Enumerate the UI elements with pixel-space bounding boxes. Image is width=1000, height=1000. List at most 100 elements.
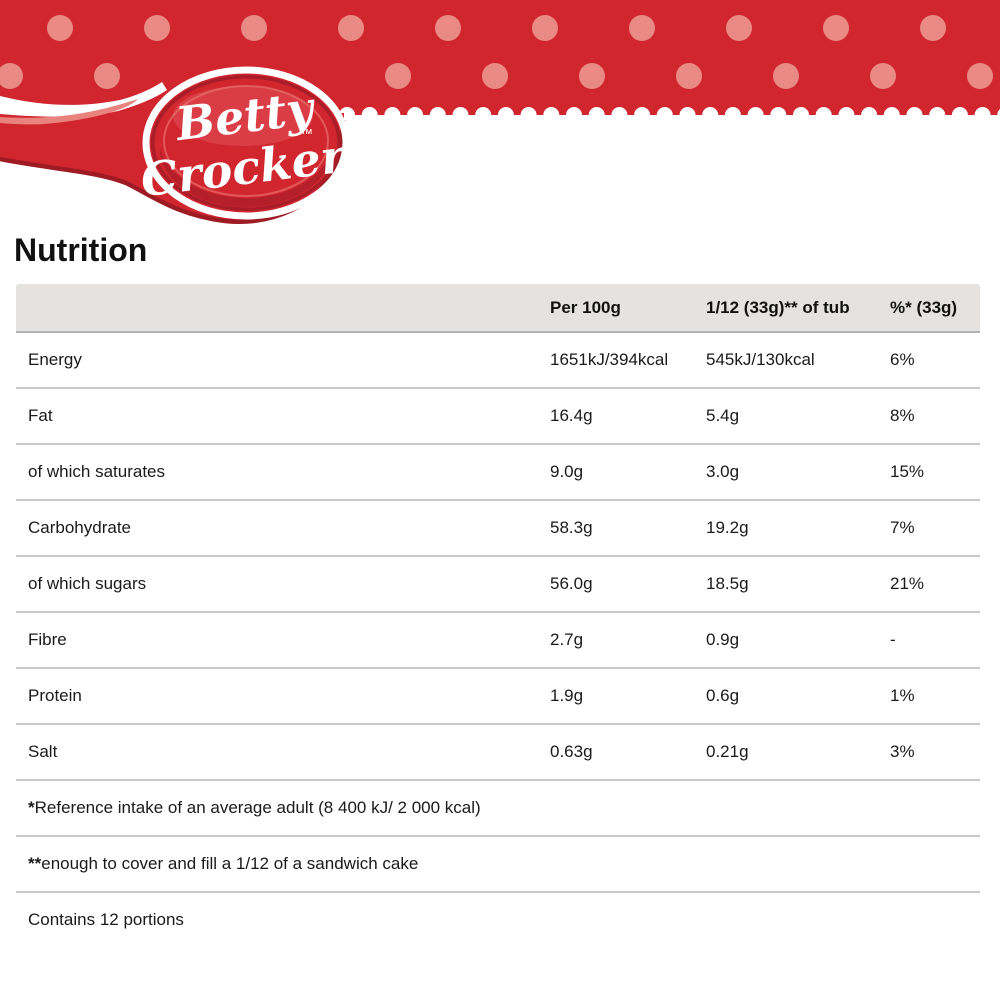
cell-reference-intake: - <box>890 630 896 649</box>
scallop-bump <box>407 107 424 123</box>
footnote-row: Contains 12 portions <box>16 893 980 947</box>
row-label: Energy <box>28 350 82 369</box>
scallop-bump <box>861 107 878 123</box>
bowl-inner-ring <box>163 85 329 197</box>
cell-per-portion: 5.4g <box>706 406 740 425</box>
footnote-row: * Reference intake of an average adult (8… <box>16 781 980 837</box>
polka-dot <box>47 15 73 41</box>
cell-per-100g: 2.7g <box>550 630 584 649</box>
bowl-outline-white <box>142 66 350 220</box>
row-label: Protein <box>28 686 82 705</box>
column-header-reference-intake: %* (33g) <box>890 297 958 317</box>
scallop-bump <box>384 107 401 123</box>
polka-dot <box>0 63 23 89</box>
scallop-bump <box>361 107 378 123</box>
polka-dot <box>920 15 946 41</box>
table-header-row: Per 100g 1/12 (33g)** of tub %* (33g) <box>16 284 980 333</box>
footnote-marker: ** <box>28 854 42 873</box>
footnote-row: ** enough to cover and fill a 1/12 of a s… <box>16 837 980 893</box>
polka-dot <box>338 15 364 41</box>
scalloped-edge <box>339 107 1000 123</box>
scallop-bump <box>679 107 696 123</box>
cell-per-portion: 18.5g <box>706 574 749 593</box>
cell-per-portion: 0.6g <box>706 686 740 705</box>
cell-per-100g: 56.0g <box>550 574 593 593</box>
column-header-per-portion: 1/12 (33g)** of tub <box>706 297 850 317</box>
polka-dot <box>241 15 267 41</box>
scallop-bump <box>429 107 446 123</box>
cell-per-100g: 9.0g <box>550 462 584 481</box>
column-header-per-100g: Per 100g <box>550 297 621 317</box>
betty-crocker-spoon-logo: Betty Crocker ™ <box>0 66 351 224</box>
footnote-text: Contains 12 portions <box>28 910 184 929</box>
cell-reference-intake: 7% <box>890 518 915 537</box>
scallop-bump <box>929 107 946 123</box>
handle-swoosh-white <box>0 82 167 117</box>
cell-per-100g: 0.63g <box>550 742 593 761</box>
footnote-text: Reference intake of an average adult (8 … <box>34 798 481 817</box>
table-row: Salt 0.63g 0.21g 3% <box>16 725 980 781</box>
cell-reference-intake: 15% <box>890 462 925 481</box>
brand-banner: Betty Crocker ™ <box>0 0 1000 224</box>
table-row: Fibre 2.7g 0.9g - <box>16 613 980 669</box>
polka-dot <box>94 63 120 89</box>
cell-per-portion: 19.2g <box>706 518 749 537</box>
cell-per-100g: 58.3g <box>550 518 593 537</box>
handle-swoosh-pink <box>0 99 138 125</box>
footnote-marker: * <box>28 798 35 817</box>
scallop-bump <box>951 107 968 123</box>
polka-dot <box>823 15 849 41</box>
scallop-bump <box>906 107 923 123</box>
table-row: Protein 1.9g 0.6g 1% <box>16 669 980 725</box>
table-row: Energy 1651kJ/394kcal 545kJ/130kcal 6% <box>16 333 980 389</box>
scallop-bump <box>452 107 469 123</box>
table-row: Carbohydrate 58.3g 19.2g 7% <box>16 501 980 557</box>
cell-reference-intake: 8% <box>890 406 915 425</box>
table-footnotes: * Reference intake of an average adult (8… <box>16 781 980 947</box>
table-row: Fat 16.4g 5.4g 8% <box>16 389 980 445</box>
polka-dot <box>482 63 508 89</box>
cell-reference-intake: 3% <box>890 742 915 761</box>
cell-per-100g: 1.9g <box>550 686 584 705</box>
bowl-top-highlight <box>173 86 313 146</box>
scallop-bump <box>793 107 809 123</box>
scallop-bump <box>974 107 991 123</box>
polka-dot <box>579 63 605 89</box>
scallop-bump <box>520 107 537 123</box>
row-label: Fibre <box>28 630 67 649</box>
cell-per-portion: 545kJ/130kcal <box>706 350 815 369</box>
page-title: Nutrition <box>14 232 148 268</box>
polka-dot <box>773 63 799 89</box>
polka-dot <box>726 15 752 41</box>
cell-reference-intake: 6% <box>890 350 915 369</box>
scallop-bump <box>724 107 741 123</box>
row-label: Fat <box>28 406 53 425</box>
scallop-bump <box>997 109 1000 121</box>
scallop-bump <box>883 107 900 123</box>
table-body: Energy 1651kJ/394kcal 545kJ/130kcal 6% Fat 16… <box>16 333 980 781</box>
polka-dots <box>0 15 993 89</box>
polka-dot <box>676 63 702 89</box>
cell-per-portion: 0.21g <box>706 742 749 761</box>
nutrition-table: Per 100g 1/12 (33g)** of tub %* (33g) En… <box>16 284 980 947</box>
cell-reference-intake: 1% <box>890 686 915 705</box>
scallop-bump <box>634 107 651 123</box>
polka-dot <box>629 15 655 41</box>
polka-dot <box>435 15 461 41</box>
row-label: of which saturates <box>28 462 166 481</box>
table-row: of which saturates 9.0g 3.0g 15% <box>16 445 980 501</box>
scallop-bump <box>747 107 764 123</box>
table-row: of which sugars 56.0g 18.5g 21% <box>16 557 980 613</box>
footnote-text: enough to cover and fill a 1/12 of a san… <box>41 854 419 873</box>
scallop-bump <box>656 107 673 123</box>
scallop-bump <box>543 107 560 123</box>
scallop-bump <box>838 107 855 123</box>
scallop-bump <box>702 107 719 123</box>
polka-dot <box>144 15 170 41</box>
scallop-bump <box>475 107 492 123</box>
scallop-bump <box>497 107 514 123</box>
row-label: Salt <box>28 742 58 761</box>
cell-per-100g: 16.4g <box>550 406 593 425</box>
polka-dot <box>385 63 411 89</box>
